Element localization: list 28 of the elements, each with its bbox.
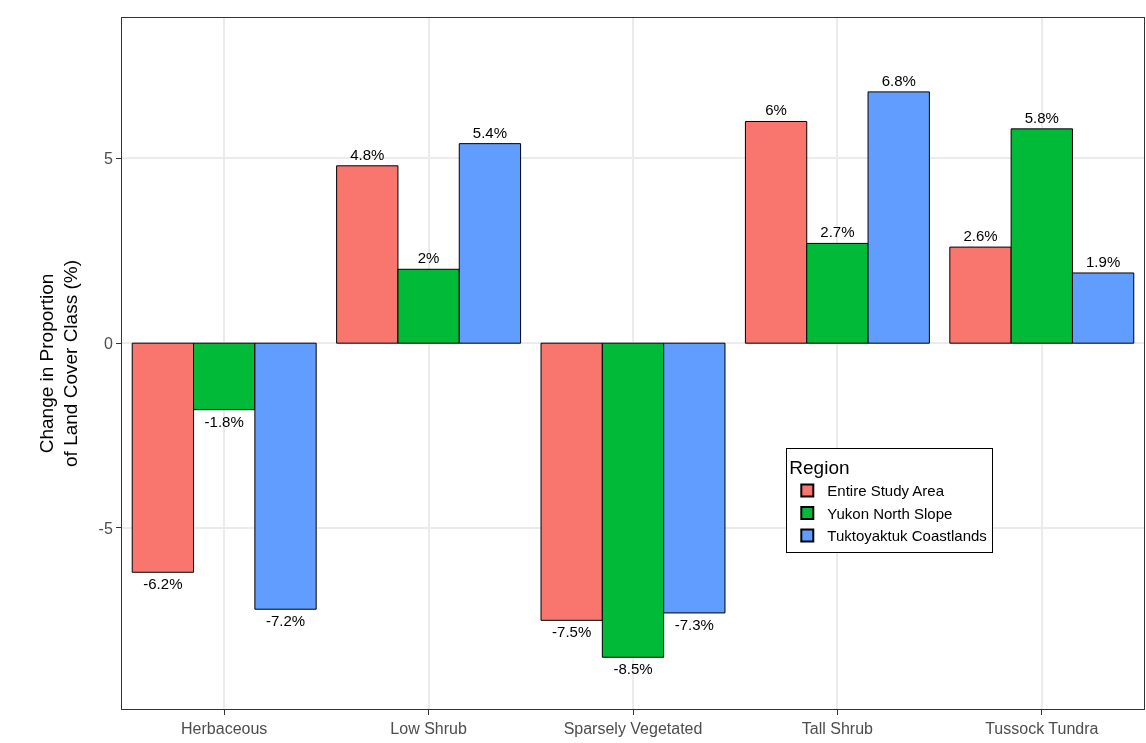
data-label: -7.5% — [552, 623, 592, 641]
data-label: 2.6% — [963, 227, 998, 245]
data-label: 2.7% — [820, 223, 855, 241]
x-tick-label: Herbaceous — [181, 720, 268, 738]
data-label: -1.8% — [204, 412, 244, 430]
data-label: -6.2% — [143, 575, 183, 593]
legend-label: Yukon North Slope — [827, 504, 953, 522]
data-label: 2% — [417, 249, 440, 267]
legend-label: Entire Study Area — [827, 482, 945, 500]
x-tick-label: Low Shrub — [390, 720, 467, 738]
data-label: -7.3% — [674, 615, 714, 633]
y-tick-label: -5 — [98, 519, 113, 537]
data-label: -8.5% — [613, 660, 653, 678]
data-label: 1.9% — [1086, 252, 1121, 270]
y-tick-label: 5 — [103, 150, 113, 168]
data-label: 5.8% — [1024, 108, 1059, 126]
y-tick-label: 0 — [103, 334, 113, 352]
x-tick-label: Sparsely Vegetated — [563, 720, 703, 738]
x-tick-label: Tall Shrub — [801, 720, 874, 738]
y-axis-title: Change in Proportion of Land Cover Class (%) — [35, 260, 82, 467]
legend-label: Tuktoyaktuk Coastlands — [827, 527, 987, 545]
data-label: -7.2% — [265, 612, 306, 630]
data-label: 5.4% — [472, 123, 508, 141]
data-label: 4.8% — [350, 145, 385, 163]
data-label: 6% — [765, 101, 787, 119]
legend-title: Region — [789, 457, 850, 479]
x-tick-label: Tussock Tundra — [985, 720, 1099, 738]
data-label: 6.8% — [881, 71, 916, 89]
